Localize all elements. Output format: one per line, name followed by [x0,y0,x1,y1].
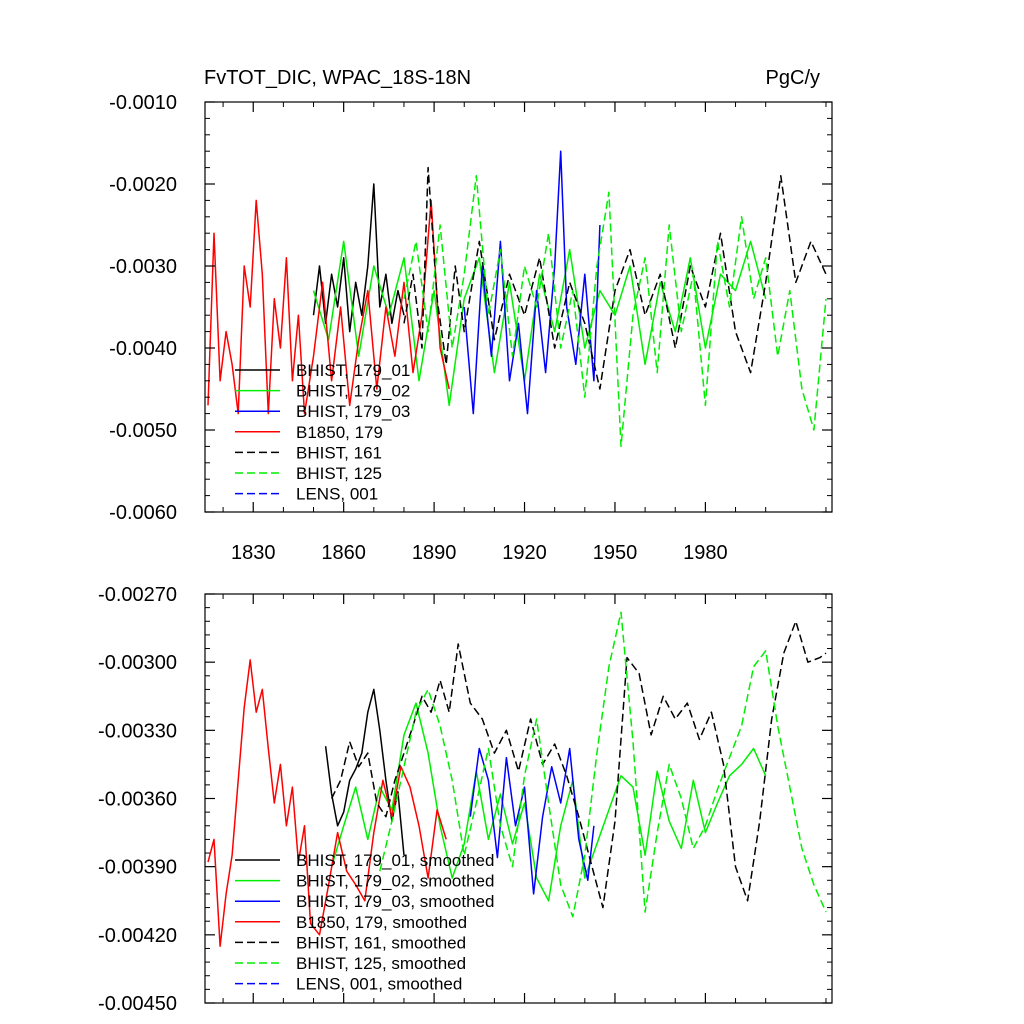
top-legend-label-0: BHIST, 179_01 [296,361,410,380]
bottom-legend-label-6: LENS, 001, smoothed [296,975,462,994]
top-panel: FvTOT_DIC, WPAC_18S-18N PgC/y BHIST, 179… [109,67,833,564]
bottom-series-line-3 [207,659,447,947]
top-ytick-label-4: -0.0020 [109,174,177,196]
bottom-series-line-4 [330,620,827,909]
bottom-legend-label-0: BHIST, 179_01, smoothed [296,851,494,870]
top-xtick-label-2: 1890 [412,542,457,564]
top-series-line-4 [403,166,827,390]
top-legend-label-3: B1850, 179 [296,423,383,442]
top-xtick-label-5: 1980 [683,542,728,564]
top-series-line-3 [207,199,450,415]
bottom-panel: BHIST, 179_01, smoothed BHIST, 179_02, sm… [98,584,833,1015]
top-legend-label-5: BHIST, 125 [296,464,382,483]
top-legend-label-2: BHIST, 179_03 [296,402,410,421]
top-xtick-label-3: 1920 [502,542,547,564]
bottom-series-line-0 [324,688,405,856]
bottom-ytick-label-2: -0.00390 [98,857,177,879]
top-xtick-label-4: 1950 [593,542,638,564]
bottom-legend: BHIST, 179_01, smoothed BHIST, 179_02, sm… [235,851,494,994]
top-chart-title: FvTOT_DIC, WPAC_18S-18N [204,67,471,89]
bottom-legend-label-1: BHIST, 179_02, smoothed [296,872,494,891]
top-legend-label-1: BHIST, 179_02 [296,382,410,401]
bottom-legend-label-5: BHIST, 125, smoothed [296,954,466,973]
bottom-ytick-label-5: -0.00300 [98,652,177,674]
bottom-series-line-5 [379,611,827,918]
top-series-line-5 [403,175,827,448]
bottom-ytick-label-3: -0.00360 [98,789,177,811]
bottom-series-group [207,611,827,947]
top-xtick-label-1: 1860 [321,542,366,564]
top-chart-units: PgC/y [766,67,820,89]
bottom-ytick-label-6: -0.00270 [98,584,177,606]
top-ytick-label-2: -0.0040 [109,338,177,360]
top-legend-label-6: LENS, 001 [296,485,378,504]
top-plot-frame [204,101,833,513]
top-ytick-label-5: -0.0010 [109,92,177,114]
top-xtick-label-0: 1830 [231,542,276,564]
bottom-ytick-label-0: -0.00450 [98,993,177,1015]
top-series-line-0 [312,183,405,333]
bottom-legend-label-2: BHIST, 179_03, smoothed [296,892,494,911]
top-legend-label-4: BHIST, 161 [296,443,382,462]
bottom-series-line-2 [469,747,595,895]
top-axes: -0.0060 -0.0050 -0.0040 -0.0030 -0.0020 -0.00… [109,92,833,564]
bottom-legend-label-4: BHIST, 161, smoothed [296,933,466,952]
bottom-axes: -0.00450 -0.00420 -0.00390 -0.00360 -0.00330… [98,584,833,1015]
bottom-legend-label-3: B1850, 179, smoothed [296,913,467,932]
top-ytick-label-3: -0.0030 [109,256,177,278]
bottom-series-line-1 [330,702,767,902]
top-series-line-1 [312,240,767,407]
top-series-line-2 [463,150,601,415]
top-series-group [207,150,827,448]
bottom-ytick-label-4: -0.00330 [98,720,177,742]
bottom-ytick-label-1: -0.00420 [98,925,177,947]
top-ytick-label-1: -0.0050 [109,420,177,442]
top-ytick-label-0: -0.0060 [109,502,177,524]
